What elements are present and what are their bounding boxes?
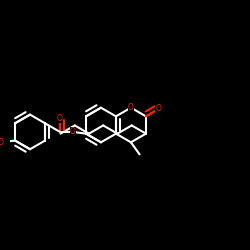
Text: O: O — [128, 103, 134, 112]
Text: O: O — [0, 138, 4, 147]
Text: O: O — [70, 128, 76, 136]
Text: O: O — [156, 104, 162, 114]
Text: O: O — [57, 114, 63, 122]
